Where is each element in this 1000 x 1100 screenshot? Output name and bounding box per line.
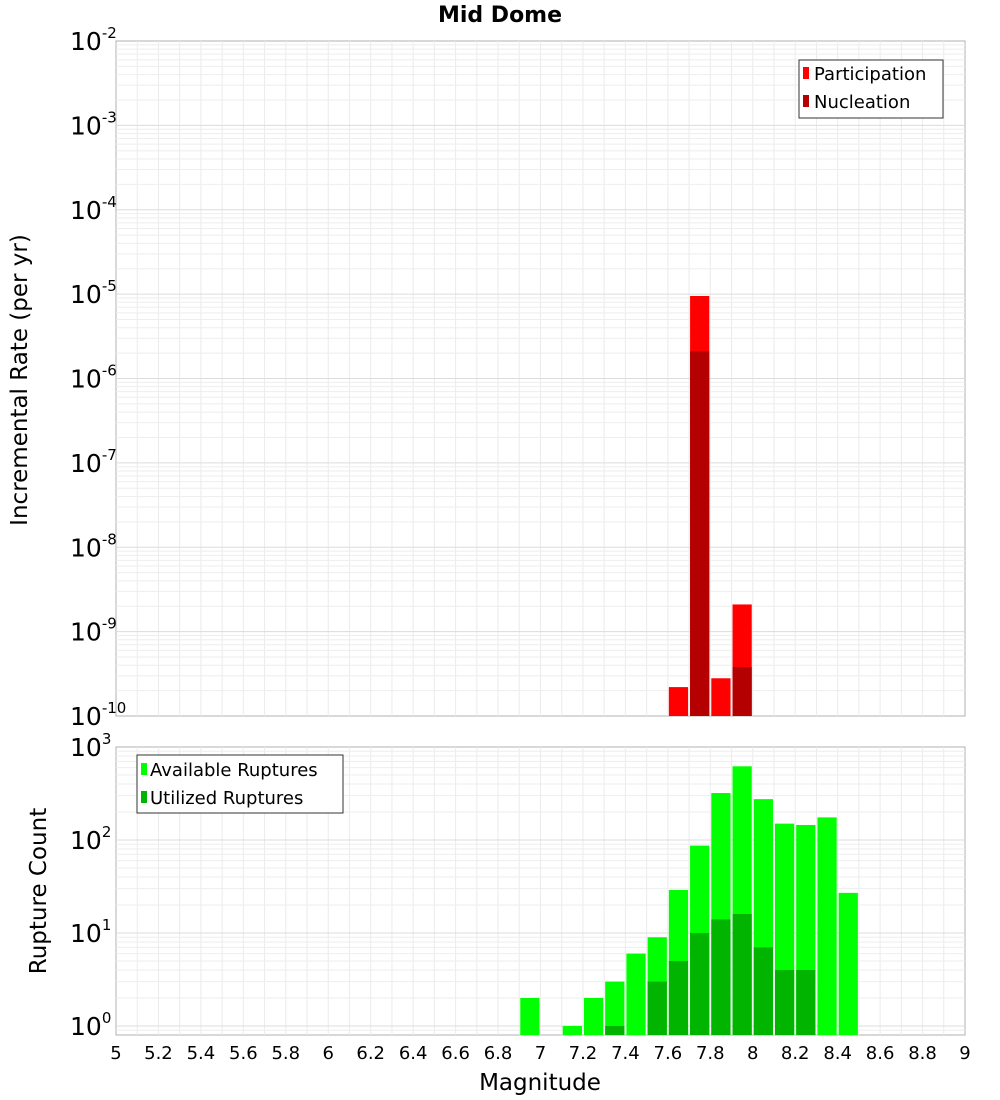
- x-tick-label: 5.8: [271, 1043, 300, 1064]
- participation-legend-label: Participation: [814, 64, 926, 85]
- count-legend-box: [136, 754, 344, 814]
- available-legend-label: Available Ruptures: [150, 760, 318, 781]
- rate-y-tick-label: 10-5: [70, 277, 117, 309]
- rate-y-tick-label: 10-8: [70, 530, 117, 562]
- rate-bar-participation: [668, 687, 689, 716]
- rate-y-tick-label: 10-2: [70, 24, 117, 56]
- x-tick-label: 9: [959, 1043, 970, 1064]
- rate-y-tick-label: 10-4: [70, 193, 117, 225]
- count-bar-utilized-ruptures: [605, 1025, 625, 1035]
- x-tick-label: 7.6: [654, 1043, 683, 1064]
- count-bar-available-ruptures: [838, 892, 858, 1035]
- count-y-tick-label: 100: [70, 1009, 111, 1041]
- x-tick-label: 7: [535, 1043, 546, 1064]
- count-bar-available-ruptures: [605, 981, 625, 1035]
- count-bar-utilized-ruptures: [711, 919, 731, 1035]
- utilized-legend-swatch: [141, 791, 147, 803]
- rate-y-tick-label: 10-3: [70, 108, 117, 140]
- count-bars: [520, 766, 858, 1035]
- rate-grid: [116, 41, 965, 716]
- chart-title: Mid Dome: [438, 3, 562, 28]
- nucleation-legend-label: Nucleation: [814, 92, 910, 113]
- x-axis-label: Magnitude: [479, 1070, 601, 1096]
- x-tick-label: 6.4: [399, 1043, 428, 1064]
- rate-panel: 10-2 10-3 10-4 10-5 10-6 10-7 10-8 10-9 10-10 In…: [7, 24, 966, 731]
- count-bar-utilized-ruptures: [647, 981, 667, 1035]
- rate-y-ticks: 10-2 10-3 10-4 10-5 10-6 10-7 10-8 10-9 10-10: [70, 24, 126, 731]
- rate-legend-box: [798, 59, 944, 119]
- x-tick-label: 5.6: [229, 1043, 258, 1064]
- count-bar-available-ruptures: [626, 953, 646, 1035]
- count-bar-available-ruptures: [562, 1025, 582, 1035]
- x-tick-label: 6.6: [441, 1043, 470, 1064]
- count-bar-utilized-ruptures: [753, 947, 773, 1035]
- rate-bar-nucleation: [732, 667, 752, 716]
- x-tick-label: 6.2: [356, 1043, 385, 1064]
- x-tick-label: 5.2: [144, 1043, 173, 1064]
- count-y-ticks: 103 102 101 100: [70, 730, 111, 1041]
- x-tick-label: 7.4: [611, 1043, 640, 1064]
- magnitude-x-ticks: 5 5.2 5.4 5.6 5.8 6 6.2 6.4 6.6 6.8 7 7.2 7.4 7.6 7.8 8…: [110, 1043, 970, 1064]
- count-bar-utilized-ruptures: [668, 960, 689, 1035]
- rate-legend: Participation Nucleation: [798, 59, 944, 119]
- x-tick-label: 8.6: [866, 1043, 895, 1064]
- x-tick-label: 5.4: [187, 1043, 216, 1064]
- rate-y-tick-label: 10-10: [70, 699, 126, 731]
- count-y-tick-label: 103: [70, 730, 111, 762]
- count-bar-available-ruptures: [520, 997, 540, 1035]
- count-y-tick-label: 101: [70, 916, 111, 948]
- rate-bar-nucleation: [690, 351, 710, 716]
- participation-legend-swatch: [803, 67, 809, 79]
- utilized-legend-label: Utilized Ruptures: [150, 788, 303, 809]
- rate-y-tick-label: 10-6: [70, 362, 117, 394]
- x-tick-label: 6: [323, 1043, 334, 1064]
- count-bar-utilized-ruptures: [796, 969, 816, 1035]
- rate-bars: [668, 296, 752, 716]
- x-tick-label: 8.4: [823, 1043, 852, 1064]
- count-bar-available-ruptures: [583, 997, 604, 1035]
- count-y-axis-label: Rupture Count: [26, 808, 52, 974]
- x-tick-label: 8.2: [781, 1043, 810, 1064]
- count-legend: Available Ruptures Utilized Ruptures: [136, 754, 344, 814]
- x-tick-label: 8: [747, 1043, 758, 1064]
- rate-y-axis-label: Incremental Rate (per yr): [7, 234, 33, 526]
- count-y-tick-label: 102: [70, 823, 111, 855]
- count-bar-available-ruptures: [817, 817, 837, 1035]
- rate-y-tick-label: 10-7: [70, 446, 117, 478]
- nucleation-legend-swatch: [803, 95, 809, 107]
- count-bar-utilized-ruptures: [690, 932, 710, 1035]
- rate-bar-participation: [711, 678, 731, 716]
- x-tick-label: 7.2: [569, 1043, 598, 1064]
- x-tick-label: 7.8: [696, 1043, 725, 1064]
- count-bar-utilized-ruptures: [732, 914, 752, 1035]
- count-panel: 103 102 101 100 5 5.2 5.4 5.6 5.8 6 6.2 6.4 6.6 6.8 7…: [26, 730, 971, 1096]
- count-bar-utilized-ruptures: [774, 969, 795, 1035]
- x-tick-label: 6.8: [484, 1043, 513, 1064]
- x-tick-label: 5: [110, 1043, 121, 1064]
- available-legend-swatch: [141, 763, 147, 775]
- rate-y-tick-label: 10-9: [70, 615, 117, 647]
- x-tick-label: 8.8: [908, 1043, 937, 1064]
